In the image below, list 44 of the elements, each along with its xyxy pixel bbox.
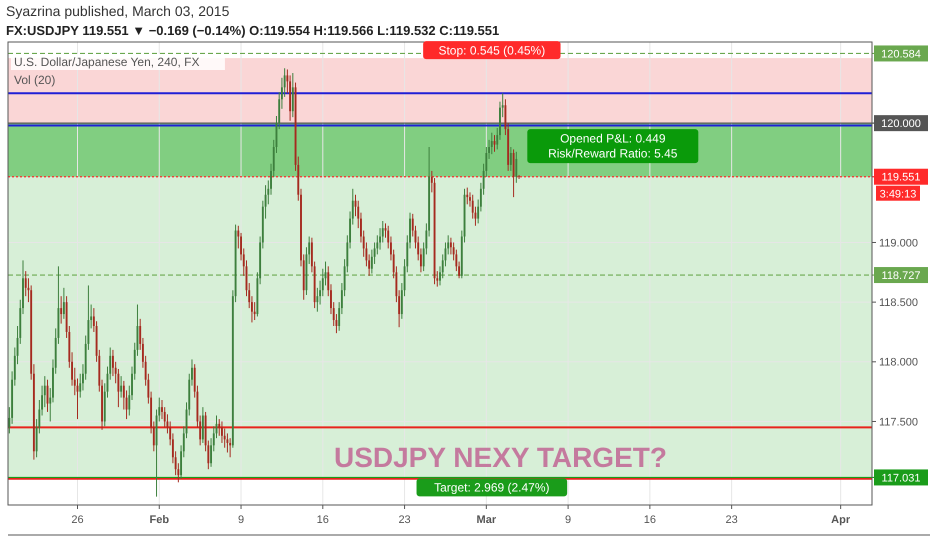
candlestick [62,287,65,320]
annotation: USDJPY NEXY TARGET? [334,442,667,473]
chart-title: FX:USDJPY 119.551 ▼ −0.169 (−0.14%) O:119.554 H:119.566 L:119.532 C:119.551 [6,23,500,38]
ref-line-label: 120.000 [881,118,921,130]
y-tick-label: 117.500 [879,416,918,428]
candlestick [221,420,223,444]
annotation: Opened P&L: 0.449 [560,131,666,146]
label-tag: Target: 2.969 (2.47%) [416,478,568,496]
info-box: Opened P&L: 0.449 Risk/Reward Ratio: 5.45 [527,129,698,164]
annotation: Vol (20) [14,73,56,87]
ref-line-label: 119.551 [882,172,920,184]
y-tick-label: 118.500 [879,296,918,309]
candlestick [292,72,294,118]
candlestick [202,406,204,444]
band-label: Stop: 0.545 (0.45%) [438,43,546,58]
ref-line-label: 118.727 [882,270,920,282]
text: U.S. Dollar/Japanese Yen, 240, FX [14,55,200,69]
ref-line-label: 120.584 [881,48,921,60]
candlestick [510,146,512,172]
candlestick [46,379,48,412]
text: Syazrina published, March 03, 2015 [6,3,230,19]
band-label: Target: 2.969 (2.47%) [434,480,550,495]
candlestick [60,296,62,324]
x-tick-label: Feb [149,514,170,526]
x-tick-label: Apr [831,514,851,526]
candlestick [120,376,122,398]
candlestick [494,134,496,152]
y-tick-label: 118.000 [879,356,918,369]
candlestick [512,148,515,198]
x-tick-label: 23 [726,514,738,526]
x-tick-label: 9 [565,514,572,526]
text: 3:49:13 [880,188,916,201]
candlestick [515,151,518,184]
ref-line-label: 117.031 [882,472,920,484]
y-tick-label: 119.000 [879,237,918,250]
annotation: Risk/Reward Ratio: 5.45 [548,146,678,160]
x-tick-label: 16 [644,514,656,526]
x-tick-label: 9 [238,514,244,526]
x-tick-label: 16 [316,514,329,526]
x-tick-label: 26 [71,514,84,526]
x-tick-label: Mar [476,514,497,526]
label-tag: Stop: 0.545 (0.45%) [423,41,561,60]
x-tick-label: 23 [398,514,411,526]
candlestick [229,438,232,458]
